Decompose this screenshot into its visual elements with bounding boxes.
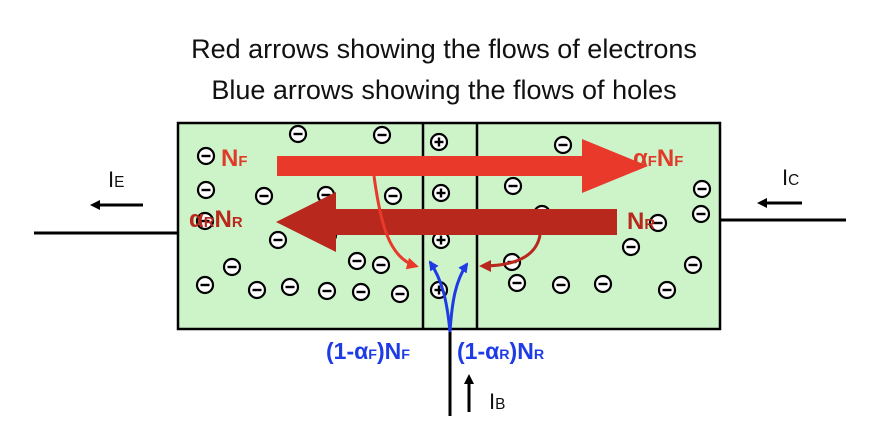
electron-icon — [280, 277, 300, 297]
electron-icon — [593, 274, 613, 294]
electron-icon — [268, 230, 288, 250]
electron-icon — [551, 275, 571, 295]
electron-icon — [222, 257, 242, 277]
electron-icon — [196, 146, 216, 166]
title-line-2: Blue arrows showing the flows of holes — [211, 75, 677, 105]
reverse-recombination-arrow-icon — [479, 234, 542, 272]
electron-icon — [390, 284, 410, 304]
electron-icon — [648, 213, 668, 233]
electron-icon — [553, 135, 573, 155]
hole-flow-right-arrow-icon — [448, 262, 469, 333]
forward-electron-flow-arrow-icon — [277, 139, 648, 193]
electron-icon — [195, 211, 215, 231]
electron-icon — [371, 255, 391, 275]
electron-icon — [254, 186, 274, 206]
label-recombination-forward: (1-αF)NF — [326, 338, 410, 364]
electron-icon — [692, 179, 712, 199]
electron-icon — [621, 237, 641, 257]
electron-icon — [691, 204, 711, 224]
electron-icon — [657, 280, 677, 300]
hole-icon — [431, 183, 451, 203]
reverse-electron-flow-arrow-icon — [276, 192, 617, 252]
electron-icon — [247, 280, 267, 300]
electron-icon — [351, 282, 371, 302]
electron-icon — [683, 255, 703, 275]
hole-flow-left-arrow-icon — [428, 260, 452, 333]
electron-icon — [507, 273, 527, 293]
electron-icon — [196, 180, 216, 200]
hole-icon — [429, 132, 449, 152]
forward-recombination-arrow-icon — [372, 175, 419, 270]
label-alpha-r-nr: αRNR — [189, 206, 243, 233]
label-ie: IE — [108, 167, 125, 192]
electron-icon — [383, 186, 403, 206]
electron-icon — [195, 275, 215, 295]
label-ic: IC — [782, 165, 800, 190]
electron-icon — [503, 176, 523, 196]
electron-icon — [317, 281, 337, 301]
label-alpha-f-nf: αFNF — [633, 145, 684, 172]
label-nf: NF — [221, 145, 248, 172]
label-ib: IB — [489, 389, 506, 414]
electron-icon — [347, 251, 367, 271]
electron-icon — [288, 124, 308, 144]
title-line-1: Red arrows showing the flows of electron… — [191, 34, 697, 64]
hole-icon — [431, 230, 451, 250]
label-nr: NR — [627, 208, 656, 235]
electron-icon — [372, 125, 392, 145]
label-recombination-reverse: (1-αR)NR — [457, 338, 545, 364]
